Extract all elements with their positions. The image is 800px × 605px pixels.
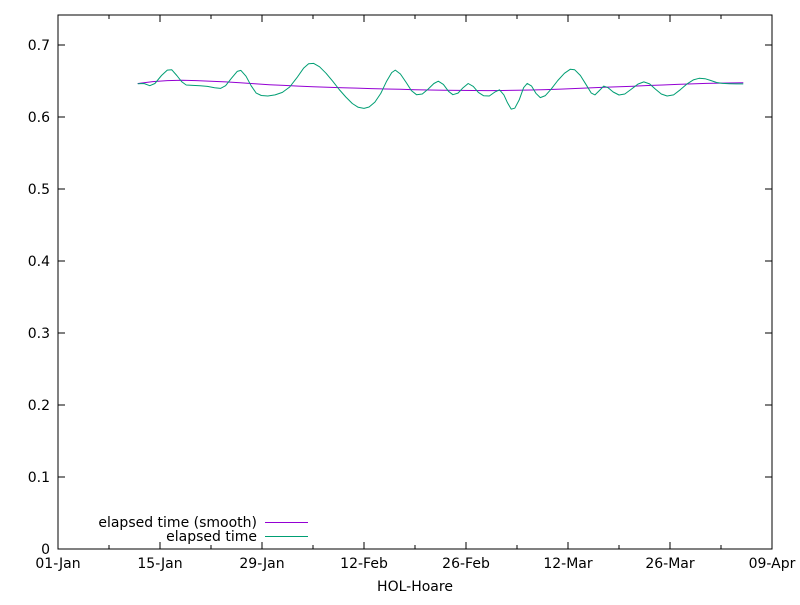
x-tick-label: 29-Jan — [239, 556, 284, 572]
y-tick-label: 0.1 — [28, 470, 50, 486]
series-line-elapsed — [137, 62, 744, 110]
x-tick-label: 12-Mar — [543, 556, 593, 572]
y-axis-tick-labels: 0 0.1 0.2 0.3 0.4 0.5 0.6 0.7 — [28, 38, 50, 558]
x-axis-tick-labels: 01-Jan 15-Jan 29-Jan 12-Feb 26-Feb 12-Mar 26-M… — [35, 556, 795, 572]
x-tick-label: 09-Apr — [749, 556, 796, 572]
y-tick-label: 0.4 — [28, 254, 50, 270]
y-tick-label: 0.3 — [28, 326, 50, 342]
y-tick-label: 0 — [41, 542, 50, 558]
legend-label-smooth: elapsed time (smooth) — [98, 515, 257, 531]
y-axis-ticks — [58, 44, 772, 550]
x-tick-label: 15-Jan — [137, 556, 182, 572]
x-axis-ticks — [57, 15, 773, 549]
x-tick-label: 26-Mar — [645, 556, 695, 572]
x-tick-label: 12-Feb — [340, 556, 388, 572]
y-tick-label: 0.2 — [28, 398, 50, 414]
y-tick-label: 0.7 — [28, 38, 50, 54]
legend: elapsed time (smooth) elapsed time — [98, 515, 308, 545]
y-tick-label: 0.5 — [28, 182, 50, 198]
legend-label-elapsed: elapsed time — [166, 529, 257, 545]
series-line-smooth — [137, 79, 744, 92]
series-lines — [137, 62, 744, 110]
x-tick-label: 26-Feb — [442, 556, 490, 572]
x-axis-label: HOL-Hoare — [377, 579, 453, 595]
y-tick-label: 0.6 — [28, 110, 50, 126]
x-tick-label: 01-Jan — [35, 556, 80, 572]
